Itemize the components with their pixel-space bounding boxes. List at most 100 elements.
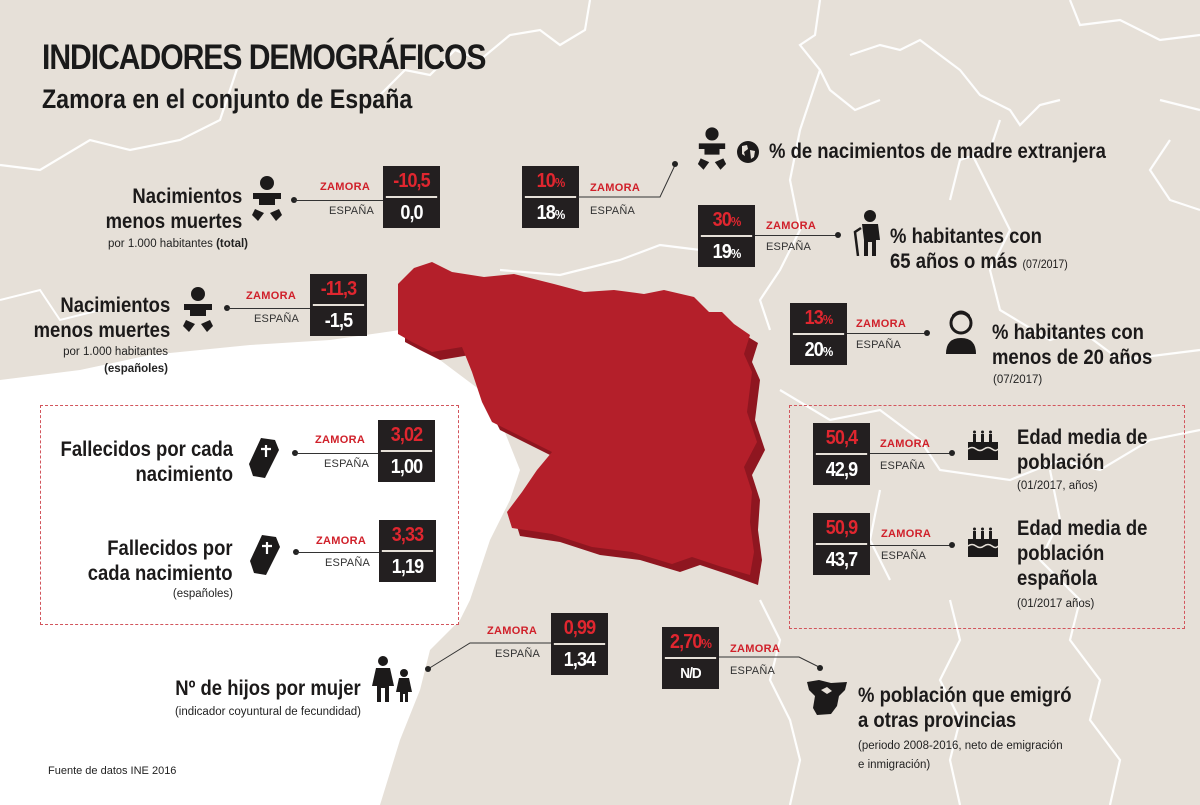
espana-value: 18%	[536, 202, 566, 224]
indicator-note: (periodo 2008-2016, neto de emigración e…	[858, 740, 1063, 771]
connector-line	[870, 545, 952, 546]
connector-line	[719, 656, 823, 671]
mother-child-icon	[372, 656, 412, 702]
baby-icon	[252, 176, 282, 221]
indicator-title: Nacimientos menos muertes	[105, 185, 242, 233]
connector-line	[296, 552, 380, 553]
value-box: 3,33 1,19	[379, 520, 436, 582]
coffin-icon	[250, 535, 280, 575]
data-source: Fuente de datos INE 2016	[48, 765, 177, 777]
espana-value: 19%	[712, 241, 742, 263]
indicator-title: Edad media de población española	[1017, 517, 1148, 590]
young-person-icon	[946, 310, 976, 354]
value-box: 50,9 43,7	[813, 513, 870, 575]
espana-value: 1,34	[563, 649, 596, 671]
connector-line	[294, 200, 386, 201]
indicator-note: por 1.000 habitantes (total)	[108, 238, 248, 250]
indicator-title: Nacimientos menos muertes	[33, 294, 170, 342]
zamora-value: 30%	[700, 205, 753, 237]
zamora-value: 3,33	[381, 520, 434, 552]
zamora-value: -11,3	[312, 274, 365, 306]
indicator-title: % población que emigró a otras provincia…	[858, 684, 1072, 732]
baby-icon	[697, 127, 727, 170]
connector-line	[847, 333, 927, 334]
zamora-label: ZAMORA	[316, 535, 367, 547]
indicator-title: Fallecidos por cada nacimiento	[88, 537, 233, 585]
value-box: 2,70% N/D	[662, 627, 719, 689]
zamora-value: 50,9	[815, 513, 868, 545]
indicator-note: (españoles)	[172, 588, 233, 600]
espana-label: ESPAÑA	[730, 665, 776, 677]
espana-label: ESPAÑA	[324, 458, 370, 470]
zamora-label: ZAMORA	[590, 182, 641, 194]
indicator-note: (07/2017)	[993, 374, 1043, 386]
page-title: INDICADORES DEMOGRÁFICOS	[42, 38, 487, 77]
zamora-value: 2,70%	[664, 627, 717, 659]
connector-line	[755, 235, 838, 236]
zamora-label: ZAMORA	[856, 318, 907, 330]
dashed-group-edad	[789, 405, 1185, 629]
espana-value: 42,9	[825, 459, 858, 481]
value-box: 30% 19%	[698, 205, 755, 267]
value-box: 50,4 42,9	[813, 423, 870, 485]
value-box: -11,3 -1,5	[310, 274, 367, 336]
birthday-cake-icon	[967, 430, 999, 460]
connector-line	[870, 453, 952, 454]
indicator-title: % habitantes con 65 años o más (07/2017)	[890, 225, 1068, 273]
espana-label: ESPAÑA	[254, 313, 300, 325]
espana-value: 20%	[804, 339, 834, 361]
page-subtitle: Zamora en el conjunto de España	[42, 84, 413, 114]
indicator-title: Nº de hijos por mujer	[175, 677, 361, 700]
zamora-value: 13%	[792, 303, 845, 335]
globe-icon	[737, 141, 759, 163]
espana-label: ESPAÑA	[881, 550, 927, 562]
baby-icon	[183, 287, 213, 332]
zamora-value: 10%	[524, 166, 577, 198]
value-box: 0,99 1,34	[551, 613, 608, 675]
indicator-title: Fallecidos por cada nacimiento	[60, 438, 233, 486]
value-box: -10,5 0,0	[383, 166, 440, 228]
zamora-value: 50,4	[815, 423, 868, 455]
zamora-value: -10,5	[385, 166, 438, 198]
coffin-icon	[249, 438, 279, 478]
espana-label: ESPAÑA	[766, 241, 812, 253]
indicator-title: % de nacimientos de madre extranjera	[769, 140, 1106, 163]
connector-dot	[924, 330, 930, 336]
espana-value: N/D	[680, 665, 701, 682]
indicator-title: % habitantes con menos de 20 años	[992, 321, 1153, 369]
zamora-label: ZAMORA	[246, 290, 297, 302]
espana-label: ESPAÑA	[495, 648, 541, 660]
zamora-label: ZAMORA	[881, 528, 932, 540]
value-box: 10% 18%	[522, 166, 579, 228]
connector-line	[578, 161, 678, 198]
indicator-note: por 1.000 habitantes (españoles)	[63, 346, 168, 375]
connector-dot	[835, 232, 841, 238]
zamora-label: ZAMORA	[487, 625, 538, 637]
espana-value: 1,00	[390, 456, 423, 478]
espana-value: 0,0	[400, 202, 423, 224]
espana-label: ESPAÑA	[590, 205, 636, 217]
espana-label: ESPAÑA	[325, 557, 371, 569]
espana-value: -1,5	[324, 310, 353, 332]
espana-label: ESPAÑA	[880, 460, 926, 472]
indicator-note: (indicador coyuntural de fecundidad)	[174, 706, 361, 718]
zamora-label: ZAMORA	[766, 220, 817, 232]
zamora-label: ZAMORA	[320, 181, 371, 193]
connector-dot	[949, 542, 955, 548]
connector-dot	[949, 450, 955, 456]
espana-value: 43,7	[825, 549, 858, 571]
value-box: 13% 20%	[790, 303, 847, 365]
espana-label: ESPAÑA	[856, 339, 902, 351]
espana-label: ESPAÑA	[329, 205, 375, 217]
connector-line	[295, 453, 380, 454]
birthday-cake-icon	[967, 527, 999, 557]
zamora-label: ZAMORA	[730, 643, 781, 655]
spain-map-icon	[807, 680, 847, 715]
espana-value: 1,19	[391, 556, 424, 578]
connector-line	[227, 308, 313, 309]
connector-line	[425, 642, 558, 672]
zamora-value: 0,99	[553, 613, 606, 645]
indicator-note: (01/2017 años)	[1017, 598, 1095, 610]
indicator-title: Edad media de población	[1017, 426, 1148, 474]
zamora-map	[398, 262, 757, 575]
